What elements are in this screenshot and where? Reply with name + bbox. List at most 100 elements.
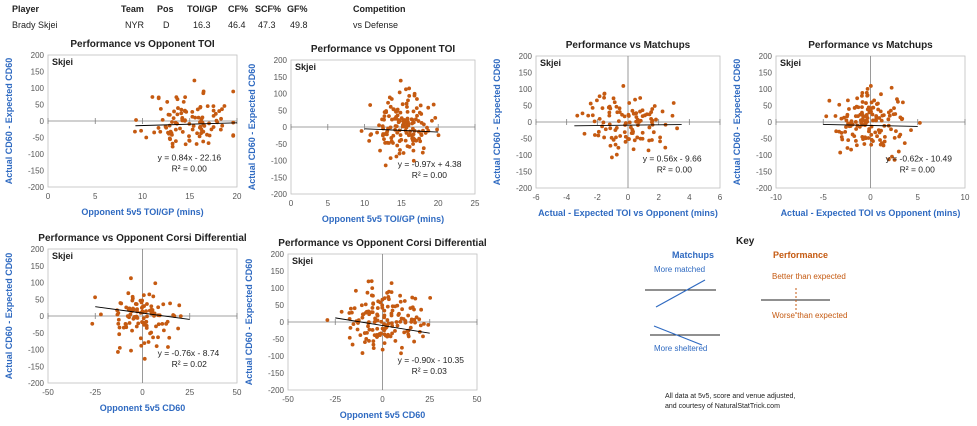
data-point (853, 120, 858, 124)
data-point (864, 101, 868, 105)
data-point (371, 342, 376, 347)
data-point (839, 116, 844, 121)
data-point (592, 119, 597, 124)
data-point (649, 116, 654, 121)
data-point (201, 89, 206, 94)
data-point (891, 112, 896, 117)
data-point (153, 281, 158, 286)
data-point (404, 87, 408, 92)
data-point (414, 106, 419, 111)
data-point (367, 327, 372, 332)
data-point (199, 131, 203, 136)
x-tick-label: -5 (820, 193, 828, 202)
data-point (433, 115, 438, 120)
data-point (117, 325, 122, 330)
data-point (897, 134, 902, 139)
data-point (622, 130, 627, 135)
data-point (372, 320, 377, 324)
data-point (403, 319, 408, 323)
y-tick-label: -200 (28, 379, 45, 388)
data-point (407, 144, 412, 149)
chart-matchups-1: Performance vs Matchups -6 -4 -2 0 2 4 6 -200 -15… (492, 40, 723, 218)
data-point (670, 113, 675, 118)
data-point (413, 296, 418, 301)
data-point (116, 321, 121, 326)
y-tick-label: 0 (40, 312, 45, 321)
trend-line (335, 317, 430, 334)
data-point (160, 117, 165, 122)
data-point (127, 321, 132, 325)
data-point (616, 145, 621, 150)
data-point (608, 126, 613, 131)
data-point (611, 96, 616, 101)
data-point (178, 314, 183, 319)
data-point (179, 111, 184, 116)
data-point (390, 331, 394, 336)
data-point (395, 143, 400, 148)
y-tick-label: 100 (31, 84, 45, 93)
data-point (597, 116, 602, 121)
data-point (623, 139, 628, 144)
data-point (375, 130, 379, 135)
data-point (386, 321, 391, 326)
data-point (410, 121, 414, 126)
data-point (663, 145, 668, 150)
data-point (369, 293, 374, 298)
data-point (382, 341, 387, 345)
data-point (211, 114, 216, 118)
y-tick-label: 200 (759, 52, 773, 61)
y-tick-label: -100 (268, 352, 285, 361)
data-point (387, 141, 391, 145)
data-point (178, 126, 182, 131)
data-point (421, 128, 425, 133)
data-point (588, 101, 593, 106)
data-point (638, 96, 643, 100)
data-point (371, 302, 376, 306)
data-point (413, 320, 417, 325)
data-point (586, 113, 591, 118)
data-point (886, 110, 891, 115)
data-point (894, 129, 898, 134)
data-point (614, 135, 618, 140)
data-point (879, 141, 884, 145)
data-point (172, 109, 176, 114)
data-point (130, 298, 135, 303)
data-point (866, 136, 871, 140)
data-point (144, 326, 149, 330)
x-tick-label: 0 (380, 395, 385, 404)
data-point (880, 113, 885, 118)
data-point (862, 142, 867, 146)
data-point (846, 138, 851, 143)
data-point (382, 110, 387, 115)
y-tick-label: -50 (32, 329, 44, 338)
x-tick-label: 10 (360, 199, 369, 208)
data-point (231, 133, 236, 138)
data-point (376, 299, 381, 304)
x-tick-label: 0 (289, 199, 294, 208)
data-point (422, 322, 426, 326)
data-point (148, 331, 152, 336)
data-point (396, 120, 401, 125)
data-point (398, 133, 403, 137)
data-point (870, 112, 875, 117)
data-point (158, 129, 163, 134)
y-tick-label: 200 (519, 52, 533, 61)
x-tick-label: 6 (718, 193, 723, 202)
header-val-competition: vs Defense (353, 20, 399, 30)
data-point (878, 138, 882, 142)
data-point (838, 150, 843, 155)
data-point (860, 93, 864, 98)
footer-line-2: and courtesy of NaturalStatTrick.com (665, 403, 780, 410)
data-point (170, 120, 174, 124)
data-point (126, 291, 131, 296)
data-point (854, 143, 859, 148)
data-point (363, 340, 367, 345)
data-point (90, 321, 95, 326)
header-val-scf: 47.3 (258, 20, 276, 30)
y-tick-label: -100 (271, 157, 288, 166)
x-axis-title: Actual - Expected TOI vs Opponent (mins) (781, 208, 961, 218)
header-col-team: Team (121, 4, 144, 14)
data-point (602, 95, 606, 100)
data-point (117, 345, 122, 350)
y-tick-label: 50 (35, 101, 44, 110)
